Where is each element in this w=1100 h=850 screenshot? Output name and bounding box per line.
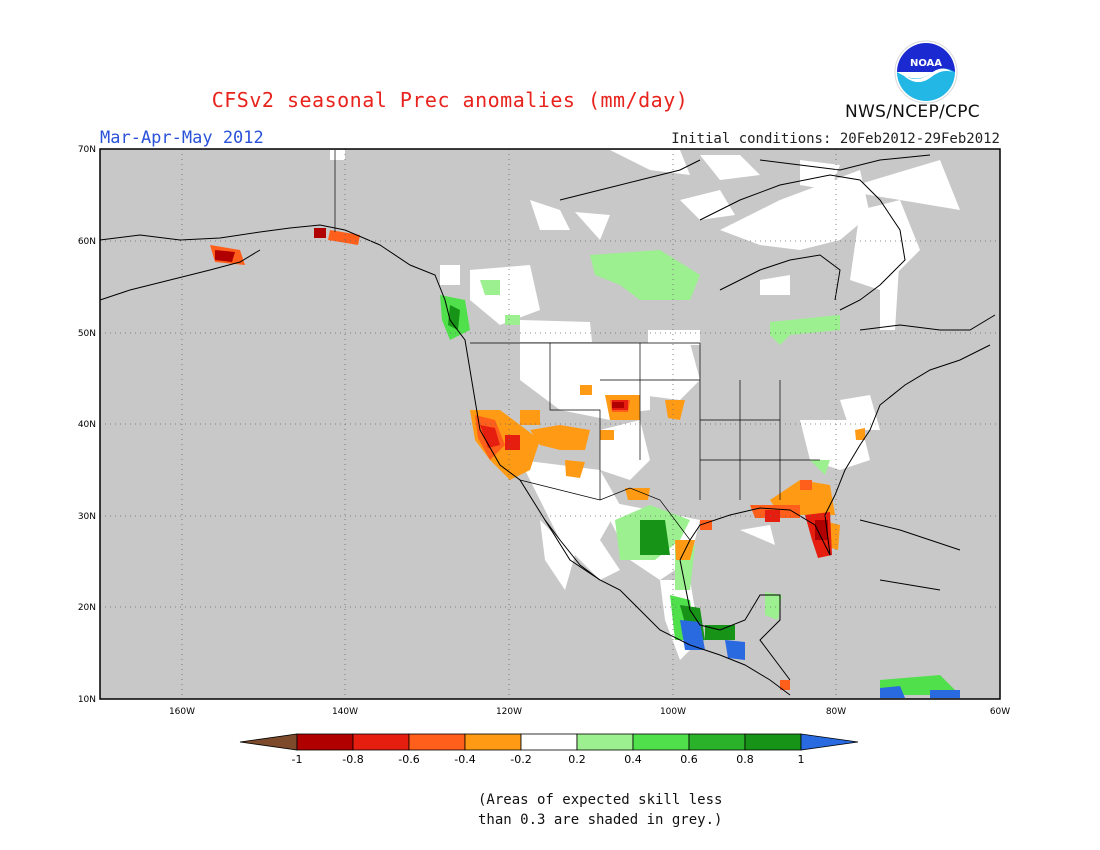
map-background — [100, 149, 1000, 699]
lat-tick-label: 50N — [78, 329, 96, 339]
initial-conditions-label: Initial conditions: 20Feb2012-29Feb2012 — [671, 131, 1000, 147]
lon-tick-label: 140W — [332, 707, 358, 717]
legend-swatch — [296, 733, 354, 751]
lon-tick-labels: 160W 140W 120W 100W 80W 60W — [169, 707, 1010, 717]
skill-note-line: than 0.3 are shaded in grey.) — [478, 812, 723, 828]
legend-swatch — [520, 733, 578, 751]
lat-tick-label: 70N — [78, 145, 96, 155]
legend-tick-label: -0.4 — [454, 753, 475, 766]
legend-tick-label: 0.6 — [680, 753, 698, 766]
legend-arrow-left — [239, 733, 298, 751]
legend-tick-label: 1 — [798, 753, 805, 766]
legend-swatch — [464, 733, 522, 751]
legend-swatch — [688, 733, 746, 751]
legend-tick-label: 0.2 — [568, 753, 586, 766]
lat-tick-labels: 10N 20N 30N 40N 50N 60N 70N — [78, 145, 96, 705]
lat-tick-label: 30N — [78, 512, 96, 522]
noaa-logo-icon: NOAA — [894, 40, 958, 104]
legend-tick-label: 0.8 — [736, 753, 754, 766]
lat-tick-label: 60N — [78, 237, 96, 247]
lat-tick-label: 10N — [78, 695, 96, 705]
legend-tick-label: -0.8 — [342, 753, 363, 766]
legend-tick-label: -1 — [292, 753, 303, 766]
legend-swatch — [576, 733, 634, 751]
logo-text: NOAA — [910, 58, 942, 69]
gridlines — [100, 149, 1000, 699]
legend-swatch — [408, 733, 466, 751]
legend-tick-label: 0.4 — [624, 753, 642, 766]
legend-tick-labels: -1 -0.8 -0.6 -0.4 -0.2 0.2 0.4 0.6 0.8 1 — [292, 753, 805, 766]
lon-tick-label: 80W — [826, 707, 846, 717]
legend-tick-label: -0.2 — [510, 753, 531, 766]
legend-tick-label: -0.6 — [398, 753, 419, 766]
lon-tick-label: 100W — [660, 707, 686, 717]
skill-note-line: (Areas of expected skill less — [478, 792, 723, 808]
legend-arrow-right — [800, 733, 859, 751]
lon-tick-label: 120W — [496, 707, 522, 717]
color-legend — [239, 733, 859, 751]
lon-tick-label: 160W — [169, 707, 195, 717]
skill-note: (Areas of expected skill less than 0.3 a… — [478, 790, 722, 830]
lon-tick-label: 60W — [990, 707, 1010, 717]
legend-swatch — [632, 733, 690, 751]
lat-tick-label: 20N — [78, 603, 96, 613]
map-frame — [99, 148, 1001, 700]
season-label: Mar-Apr-May 2012 — [100, 128, 264, 148]
map-title: CFSv2 seasonal Prec anomalies (mm/day) — [211, 88, 689, 112]
legend-swatch — [744, 733, 802, 751]
coastlines — [99, 154, 996, 696]
legend-swatch — [352, 733, 410, 751]
agency-label: NWS/NCEP/CPC — [845, 102, 980, 122]
lat-tick-label: 40N — [78, 420, 96, 430]
anomaly-shading — [210, 150, 960, 698]
political-borders — [334, 150, 820, 541]
